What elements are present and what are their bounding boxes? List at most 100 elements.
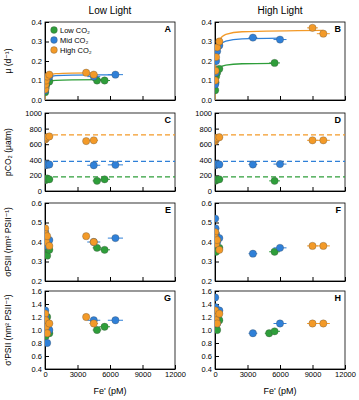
- tick-mark: [175, 365, 176, 369]
- tick-mark: [280, 365, 281, 369]
- tick-label: 0.4: [32, 365, 42, 374]
- y-tick: 1000: [25, 109, 49, 118]
- point: [46, 320, 53, 327]
- y-tick: 0.1: [202, 76, 219, 85]
- x-tick: [143, 277, 144, 281]
- figure: 0.00.10.20.30.4Low LightAμ (d⁻¹)Low CO₂M…: [0, 0, 359, 400]
- x-tick: 12000: [335, 365, 356, 379]
- tick-label: 800: [199, 125, 212, 134]
- y-tick: 0: [38, 187, 49, 196]
- plot-area: [45, 69, 123, 100]
- axis-line: [46, 191, 176, 192]
- tick-label: 0.3: [32, 257, 42, 266]
- panel-letter: B: [335, 24, 342, 34]
- tick-mark: [313, 96, 314, 100]
- plot-frame: [215, 22, 345, 100]
- tick-label: 0.2: [202, 277, 212, 286]
- x-tick: 6000: [102, 365, 119, 379]
- tick-mark: [45, 22, 49, 23]
- y-tick: 0.4: [202, 365, 219, 374]
- point: [249, 34, 256, 41]
- tick-label: 0.4: [202, 365, 212, 374]
- point: [45, 339, 51, 346]
- point: [83, 137, 90, 144]
- tick-label: 1.6: [202, 287, 212, 296]
- point: [90, 137, 97, 144]
- legend-marker: [51, 37, 58, 44]
- target-line: [45, 134, 175, 135]
- tick-label: 12000: [335, 370, 356, 379]
- x-tick: 6000: [272, 365, 289, 379]
- tick-mark: [248, 187, 249, 191]
- tick-label: 1.0: [202, 326, 212, 335]
- plot-area: [215, 294, 330, 337]
- point: [215, 320, 221, 327]
- tick-mark: [345, 277, 346, 281]
- y-tick: 0.8: [202, 339, 219, 348]
- tick-mark: [280, 277, 281, 281]
- tick-mark: [313, 365, 314, 369]
- x-axis: [216, 187, 346, 192]
- point: [112, 317, 119, 324]
- point: [215, 77, 219, 84]
- panel: 0.20.30.40.50.6EσPSII (nm² PSII⁻¹): [3, 199, 176, 286]
- tick-mark: [215, 369, 219, 370]
- x-tick: [175, 277, 176, 281]
- panel: 02004006008001000CpCO₂ (μatm): [3, 109, 176, 196]
- y-tick: 1.6: [32, 287, 49, 296]
- point: [320, 137, 327, 144]
- y-axis: 0.20.30.40.50.6: [32, 199, 49, 286]
- plot-frame: [215, 291, 345, 369]
- plot-frame: [45, 22, 175, 100]
- tick-label: 1.2: [32, 313, 42, 322]
- panel: 0.20.30.40.50.6F: [202, 199, 346, 286]
- point: [90, 238, 97, 245]
- target-line: [215, 176, 345, 177]
- tick-mark: [45, 304, 49, 305]
- tick-label: 0.4: [202, 18, 212, 27]
- point: [83, 69, 90, 76]
- tick-label: 600: [29, 140, 42, 149]
- y-tick: 0.4: [202, 18, 219, 27]
- panel-title: High Light: [257, 5, 302, 16]
- y-tick: 0.2: [32, 57, 49, 66]
- tick-label: 0.2: [32, 277, 42, 286]
- y-axis-title: σPSII (nm² PSII⁻¹): [3, 207, 13, 277]
- point: [215, 215, 219, 222]
- point: [101, 77, 108, 84]
- tick-mark: [78, 96, 79, 100]
- point: [216, 246, 223, 253]
- point: [216, 310, 223, 317]
- tick-label: 12000: [165, 370, 186, 379]
- tick-label: 0.6: [32, 352, 42, 361]
- tick-mark: [45, 113, 49, 114]
- tick-label: 1000: [195, 109, 212, 118]
- x-tick: [248, 187, 249, 191]
- point: [46, 71, 53, 78]
- tick-mark: [175, 187, 176, 191]
- tick-label: 0.2: [202, 57, 212, 66]
- tick-label: 200: [199, 171, 212, 180]
- tick-mark: [175, 96, 176, 100]
- tick-mark: [215, 223, 219, 224]
- tick-mark: [280, 96, 281, 100]
- panel-letter: G: [164, 293, 171, 303]
- plot-area: [45, 307, 123, 347]
- target-line: [45, 176, 175, 177]
- tick-label: 0: [213, 370, 217, 379]
- point: [90, 320, 97, 327]
- tick-mark: [45, 100, 49, 101]
- x-tick: [345, 187, 346, 191]
- tick-label: 0.6: [202, 199, 212, 208]
- y-tick: 0.3: [202, 257, 219, 266]
- plot-area: [45, 133, 175, 185]
- point: [271, 328, 278, 335]
- y-tick: 0.4: [32, 18, 49, 27]
- tick-label: 3000: [70, 370, 87, 379]
- tick-mark: [345, 365, 346, 369]
- fit-line: [215, 38, 280, 100]
- plot-frame: [215, 113, 345, 191]
- tick-mark: [248, 365, 249, 369]
- point: [215, 320, 221, 327]
- x-tick: 12000: [165, 365, 186, 379]
